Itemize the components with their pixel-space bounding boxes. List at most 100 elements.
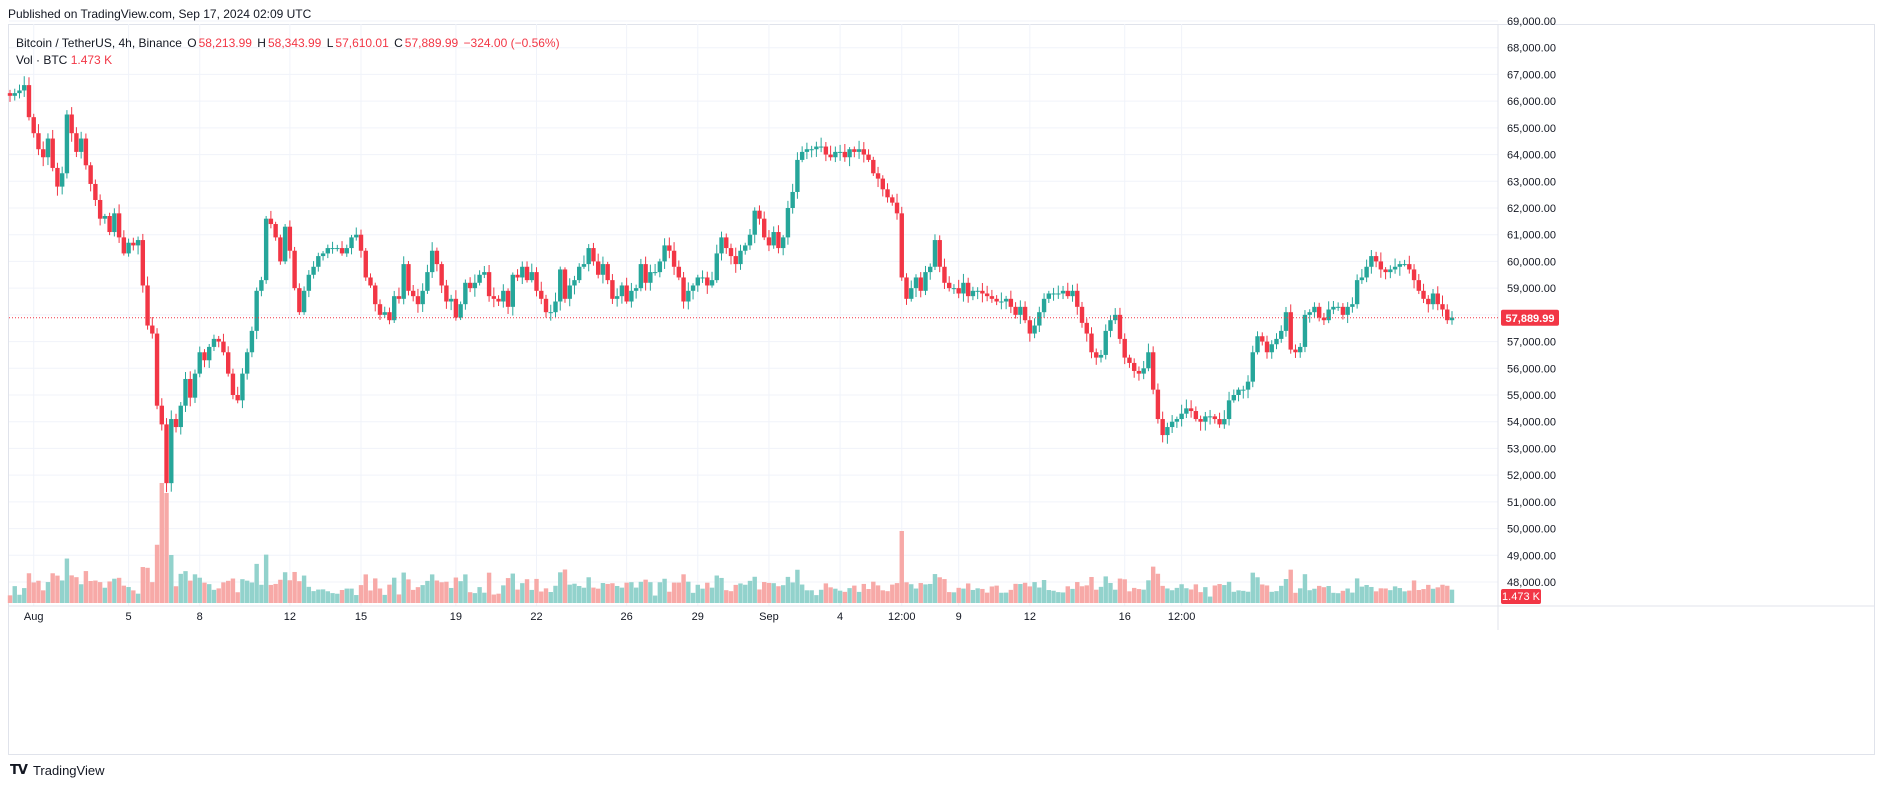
volume-bar (586, 577, 591, 603)
volume-bar (1032, 582, 1037, 603)
candle-body (600, 264, 606, 275)
volume-bar (1174, 587, 1180, 603)
volume-bar (93, 580, 98, 603)
candle-body (178, 405, 183, 428)
volume-bar (396, 594, 402, 603)
candle-body (804, 149, 810, 152)
volume-bar (150, 582, 155, 603)
candle-body (880, 178, 885, 190)
candle-body (904, 277, 909, 299)
volume-bar (1150, 566, 1156, 603)
candle-body (1203, 416, 1208, 422)
candle-body (1245, 381, 1251, 390)
volume-bar (1136, 589, 1142, 603)
volume-bar (1094, 589, 1099, 603)
volume-bar (520, 583, 525, 603)
volume-label[interactable]: Vol · BTC (16, 53, 68, 67)
candle-body (875, 173, 881, 179)
candle-body (1155, 389, 1161, 420)
candle-body (676, 266, 682, 278)
candle-body (1217, 419, 1222, 425)
candle-body (396, 296, 402, 299)
candle-body (1179, 413, 1184, 420)
volume-bar (619, 587, 625, 603)
candle-body (1051, 293, 1056, 295)
volume-bar (909, 584, 914, 603)
y-tick-label: 68,000.00 (1507, 43, 1556, 55)
volume-bar (1008, 589, 1014, 603)
volume-bar (709, 587, 715, 603)
volume-bar (828, 587, 833, 603)
candle-body (937, 240, 942, 267)
volume-bar (1411, 580, 1417, 603)
candle-body (928, 266, 933, 273)
candle-body (458, 304, 463, 318)
volume-bar (1217, 584, 1222, 603)
volume-bar (429, 574, 435, 603)
volume-bar (439, 582, 444, 603)
volume-bar (894, 583, 900, 603)
volume-bar (861, 583, 867, 603)
volume-bar (1051, 590, 1056, 603)
volume-bar (316, 589, 321, 603)
volume-bar (1388, 590, 1393, 603)
volume-bar (107, 581, 112, 603)
y-tick-label: 54,000.00 (1507, 417, 1556, 429)
volume-bar (558, 572, 563, 603)
candle-body (1364, 266, 1369, 278)
candle-body (434, 250, 440, 265)
candle-body (577, 266, 582, 281)
volume-bar (311, 591, 316, 603)
y-tick-label: 59,000.00 (1507, 283, 1556, 295)
candle-body (211, 338, 217, 347)
candle-body (1293, 349, 1298, 353)
volume-bar (211, 589, 217, 603)
footer-brand[interactable]: 𝗧𝗩 TradingView (10, 762, 104, 778)
volume-bar (59, 580, 65, 603)
volume-bar (847, 588, 852, 603)
candle-body (225, 352, 231, 374)
volume-bar (259, 584, 264, 603)
volume-bar (1293, 592, 1298, 603)
candle-body (1207, 416, 1213, 418)
x-tick-label: 5 (126, 611, 132, 623)
volume-bar (240, 579, 245, 603)
candle-body (482, 272, 487, 275)
volume-bar (667, 591, 672, 603)
candle-body (1241, 389, 1246, 391)
volume-bar (368, 590, 373, 603)
candle-body (1373, 256, 1379, 262)
volume-bar (7, 595, 13, 603)
volume-bar (1084, 585, 1089, 603)
candle-body (1426, 298, 1431, 305)
volume-bar (1141, 589, 1146, 603)
candle-body (1335, 306, 1341, 308)
candle-body (1027, 320, 1033, 334)
volume-bar (202, 582, 207, 603)
volume-bar (809, 590, 814, 603)
volume-bar (766, 582, 772, 603)
candle-body (1402, 264, 1407, 266)
volume-bar (491, 594, 497, 603)
candle-body (614, 296, 620, 299)
candle-body (1018, 306, 1023, 315)
volume-bar (705, 582, 710, 603)
volume-bar (671, 582, 677, 603)
candle-body (1236, 389, 1241, 395)
candle-body (429, 250, 435, 273)
volume-bar (1302, 574, 1308, 603)
chart-pane[interactable] (8, 24, 1875, 755)
candle-body (1345, 306, 1350, 315)
volume-bar (268, 584, 274, 603)
candle-body (17, 90, 22, 94)
candle-body (444, 285, 449, 302)
symbol-label[interactable]: Bitcoin / TetherUS, 4h, Binance (16, 36, 182, 50)
x-tick-label: 12 (284, 611, 296, 623)
volume-bar (700, 588, 705, 603)
candle-body (956, 288, 961, 294)
volume-bar (695, 584, 700, 603)
candle-body (776, 232, 781, 249)
candle-body (240, 373, 245, 401)
candle-body (1174, 419, 1180, 422)
